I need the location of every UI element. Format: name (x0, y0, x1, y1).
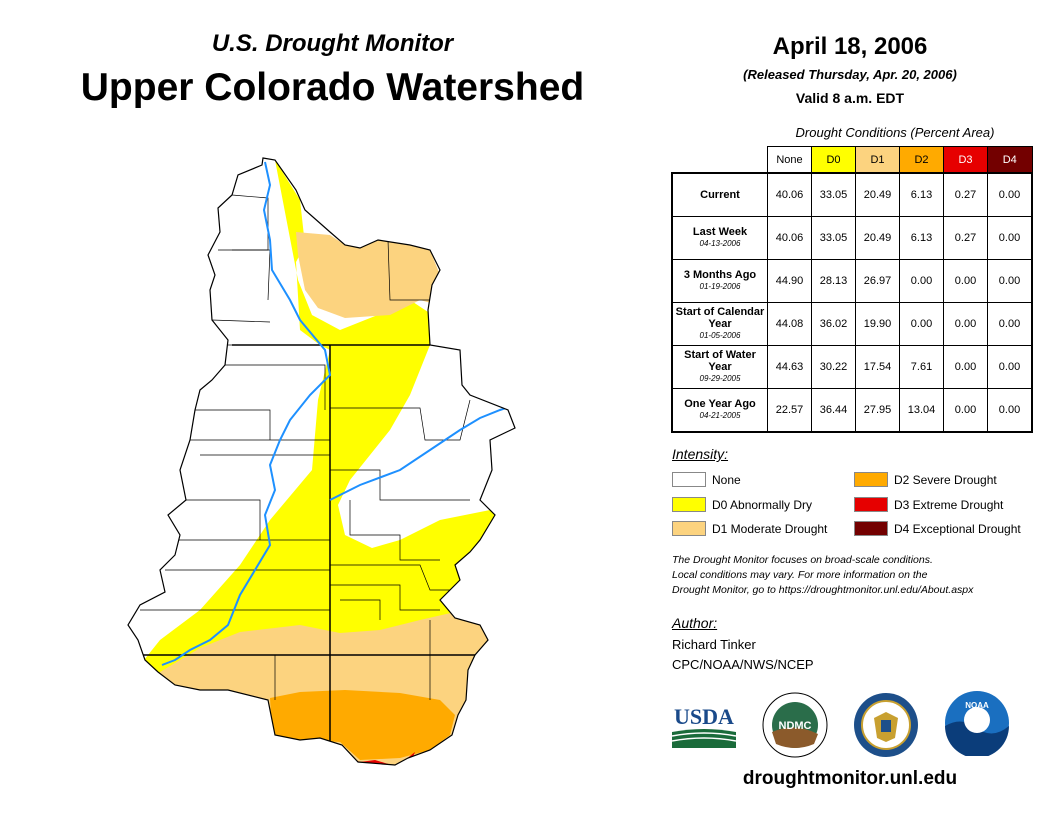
legend-swatch (854, 497, 888, 512)
table-cell: 0.00 (987, 216, 1033, 260)
table-cell: 0.27 (943, 172, 988, 217)
row-label: One Year Ago 04-21-2005 (671, 388, 768, 433)
map-date: April 18, 2006 (772, 33, 928, 60)
table-row: Current 40.06 33.05 20.49 6.13 0.27 0.00 (671, 172, 1033, 217)
table-cell: 40.06 (767, 172, 812, 217)
table-cell: 0.00 (899, 302, 944, 346)
disclaimer-note: The Drought Monitor focuses on broad-sca… (672, 554, 974, 596)
column-header: None (767, 146, 812, 174)
column-header: D1 (855, 146, 900, 174)
legend-swatch (672, 497, 706, 512)
legend-swatch (672, 472, 706, 487)
noaa-logo: NOAA (945, 691, 1009, 756)
column-header: D3 (943, 146, 988, 174)
svg-text:USDA: USDA (674, 704, 734, 729)
legend-item-none: None (672, 472, 741, 487)
table-cell: 13.04 (899, 388, 944, 433)
table-cell: 6.13 (899, 216, 944, 260)
row-label: Last Week 04-13-2006 (671, 216, 768, 260)
table-row: Start of Water Year 09-29-2005 44.63 30.22 1… (671, 345, 1033, 389)
column-header: D0 (811, 146, 856, 174)
table-cell: 0.00 (899, 259, 944, 303)
table-cell: 0.00 (943, 388, 988, 433)
table-cell: 7.61 (899, 345, 944, 389)
legend-swatch (854, 521, 888, 536)
table-cell: 44.90 (767, 259, 812, 303)
legend-item-d1: D1 Moderate Drought (672, 521, 827, 536)
table-row: 3 Months Ago 01-19-2006 44.90 28.13 26.97 0.0… (671, 259, 1033, 303)
table-cell: 22.57 (767, 388, 812, 433)
table-cell: 20.49 (855, 172, 900, 217)
valid-time: Valid 8 a.m. EDT (795, 90, 905, 106)
ndmc-logo: NDMC (762, 692, 828, 758)
author-org: CPC/NOAA/NWS/NCEP (672, 657, 814, 672)
table-cell: 19.90 (855, 302, 900, 346)
table-cell: 28.13 (811, 259, 856, 303)
release-date: (Released Thursday, Apr. 20, 2006) (743, 67, 957, 82)
table-cell: 36.44 (811, 388, 856, 433)
column-header: D2 (899, 146, 944, 174)
legend-item-d4: D4 Exceptional Drought (854, 521, 1021, 536)
map-subtitle: U.S. Drought Monitor (211, 30, 454, 57)
table-cell: 17.54 (855, 345, 900, 389)
commerce-seal-logo (854, 693, 918, 757)
legend-item-d3: D3 Extreme Drought (854, 497, 1003, 512)
table-row: One Year Ago 04-21-2005 22.57 36.44 27.95 13.… (671, 388, 1033, 433)
author-heading: Author: (672, 615, 718, 631)
table-cell: 44.63 (767, 345, 812, 389)
table-cell: 27.95 (855, 388, 900, 433)
row-label: Start of Water Year 09-29-2005 (671, 345, 768, 389)
table-cell: 0.27 (943, 216, 988, 260)
table-cell: 0.00 (987, 302, 1033, 346)
legend-item-d0: D0 Abnormally Dry (672, 497, 812, 512)
table-cell: 30.22 (811, 345, 856, 389)
table-cell: 0.00 (943, 345, 988, 389)
table-cell: 0.00 (943, 259, 988, 303)
usda-logo: USDA (671, 704, 737, 748)
author-name: Richard Tinker (672, 637, 756, 652)
table-cell: 0.00 (987, 345, 1033, 389)
table-cell: 20.49 (855, 216, 900, 260)
table-cell: 0.00 (943, 302, 988, 346)
table-cell: 36.02 (811, 302, 856, 346)
svg-text:NOAA: NOAA (965, 701, 989, 710)
table-cell: 26.97 (855, 259, 900, 303)
table-cell: 0.00 (987, 388, 1033, 433)
map-title: Upper Colorado Watershed (80, 66, 585, 109)
legend-swatch (854, 472, 888, 487)
row-label: Current (671, 172, 768, 217)
legend-swatch (672, 521, 706, 536)
table-cell: 0.00 (987, 259, 1033, 303)
row-label: 3 Months Ago 01-19-2006 (671, 259, 768, 303)
row-label: Start of Calendar Year 01-05-2006 (671, 302, 768, 346)
legend-heading: Intensity: (672, 446, 729, 462)
table-cell: 6.13 (899, 172, 944, 217)
drought-conditions-table: None D0 D1 D2 D3 D4 Current 40.06 33.05 20.… (671, 146, 1033, 433)
table-row: Start of Calendar Year 01-05-2006 44.08 36.… (671, 302, 1033, 346)
table-cell: 33.05 (811, 172, 856, 217)
svg-text:NDMC: NDMC (779, 720, 812, 732)
table-cell: 44.08 (767, 302, 812, 346)
table-caption: Drought Conditions (Percent Area) (795, 125, 995, 140)
table-cell: 0.00 (987, 172, 1033, 217)
drought-map (127, 157, 516, 766)
legend-item-d2: D2 Severe Drought (854, 472, 997, 487)
table-row: Last Week 04-13-2006 40.06 33.05 20.49 6.13 0.… (671, 216, 1033, 260)
table-cell: 40.06 (767, 216, 812, 260)
website-url: droughtmonitor.unl.edu (742, 768, 958, 789)
table-cell: 33.05 (811, 216, 856, 260)
column-header: D4 (987, 146, 1033, 174)
